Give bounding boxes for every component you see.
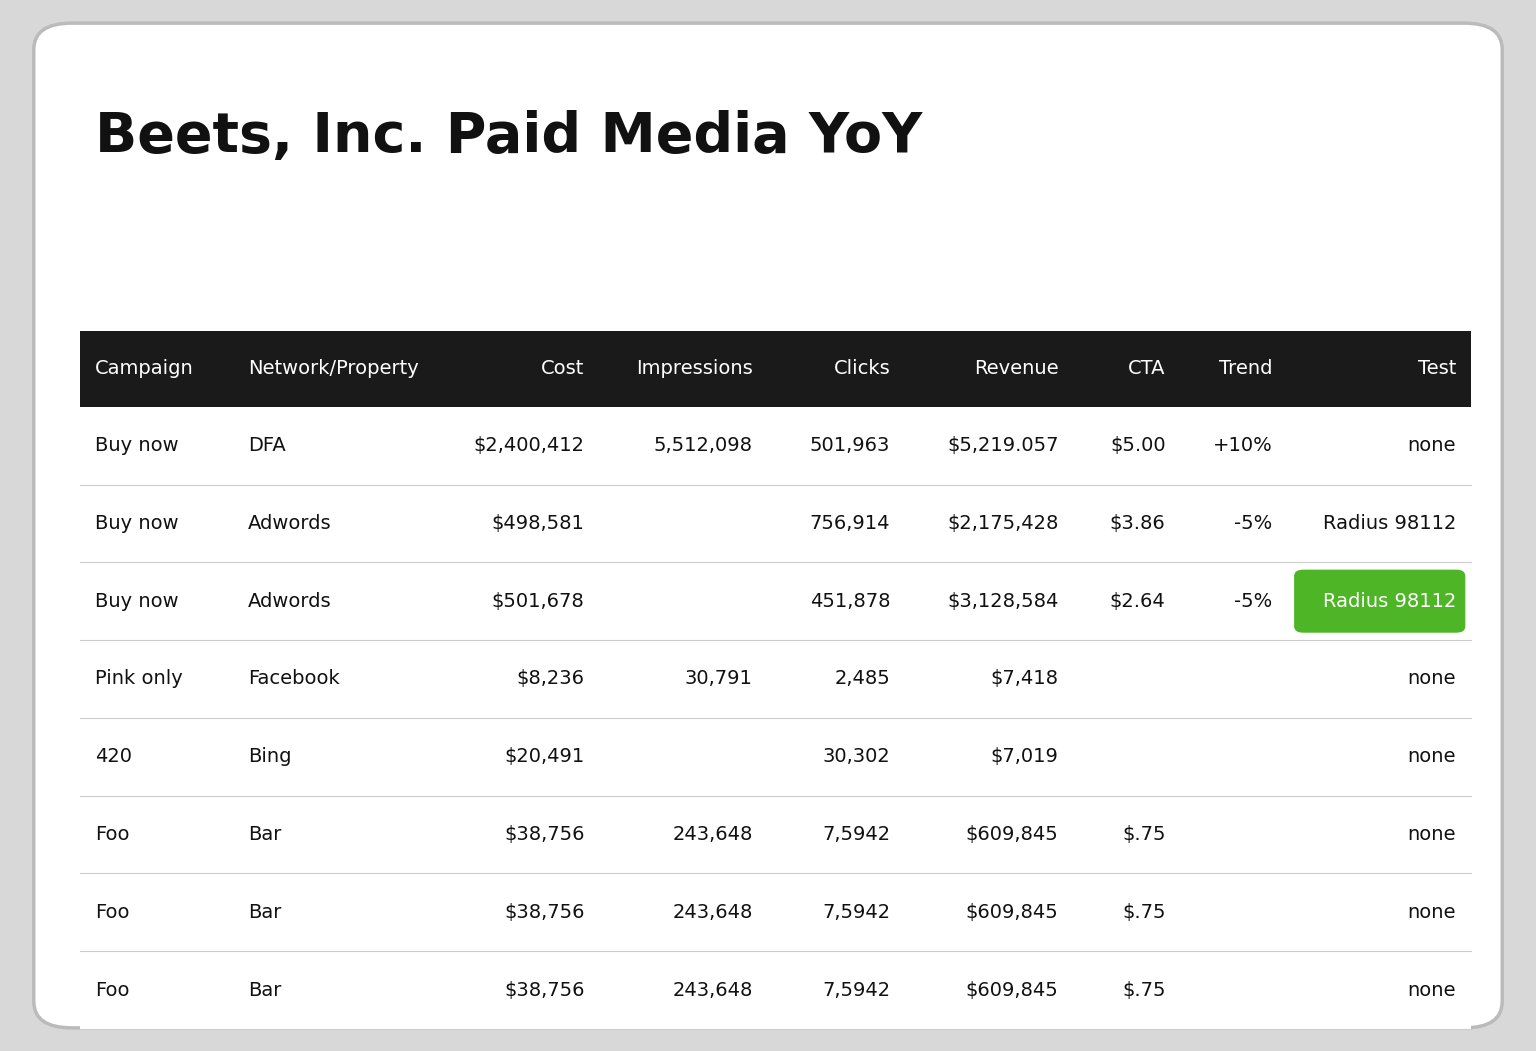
Text: 756,914: 756,914	[809, 514, 891, 533]
Text: none: none	[1407, 747, 1456, 766]
Text: $3.86: $3.86	[1111, 514, 1166, 533]
Text: none: none	[1407, 981, 1456, 1000]
Text: $609,845: $609,845	[966, 903, 1058, 922]
Text: Bar: Bar	[249, 825, 281, 844]
Text: Adwords: Adwords	[249, 514, 332, 533]
Text: Foo: Foo	[95, 903, 129, 922]
Text: $3,128,584: $3,128,584	[948, 592, 1058, 611]
Text: Buy now: Buy now	[95, 592, 178, 611]
Text: Bar: Bar	[249, 981, 281, 1000]
Text: Pink only: Pink only	[95, 669, 183, 688]
Text: Bar: Bar	[249, 903, 281, 922]
Text: Impressions: Impressions	[636, 359, 753, 378]
Text: Radius 98112: Radius 98112	[1322, 592, 1456, 611]
Text: $20,491: $20,491	[504, 747, 585, 766]
Text: -5%: -5%	[1235, 592, 1273, 611]
Text: $.75: $.75	[1123, 825, 1166, 844]
Text: Facebook: Facebook	[249, 669, 339, 688]
Text: Adwords: Adwords	[249, 592, 332, 611]
Text: 5,512,098: 5,512,098	[654, 436, 753, 455]
Text: $5.00: $5.00	[1111, 436, 1166, 455]
Text: Foo: Foo	[95, 825, 129, 844]
Text: Radius 98112: Radius 98112	[1322, 514, 1456, 533]
Text: $8,236: $8,236	[516, 669, 585, 688]
Text: $498,581: $498,581	[492, 514, 585, 533]
Text: $501,678: $501,678	[492, 592, 585, 611]
Text: $609,845: $609,845	[966, 825, 1058, 844]
Text: none: none	[1407, 436, 1456, 455]
Text: $2.64: $2.64	[1111, 592, 1166, 611]
Text: $.75: $.75	[1123, 981, 1166, 1000]
Text: 243,648: 243,648	[673, 981, 753, 1000]
Text: 243,648: 243,648	[673, 903, 753, 922]
Text: DFA: DFA	[249, 436, 286, 455]
Text: 7,5942: 7,5942	[822, 903, 891, 922]
Text: none: none	[1407, 669, 1456, 688]
Text: 2,485: 2,485	[834, 669, 891, 688]
Text: 420: 420	[95, 747, 132, 766]
Text: CTA: CTA	[1127, 359, 1166, 378]
Text: Test: Test	[1418, 359, 1456, 378]
Text: $7,019: $7,019	[991, 747, 1058, 766]
Text: Clicks: Clicks	[834, 359, 891, 378]
Text: Foo: Foo	[95, 981, 129, 1000]
Text: $38,756: $38,756	[504, 903, 585, 922]
Text: none: none	[1407, 825, 1456, 844]
Text: $609,845: $609,845	[966, 981, 1058, 1000]
Text: 7,5942: 7,5942	[822, 825, 891, 844]
Text: 243,648: 243,648	[673, 825, 753, 844]
Text: 30,791: 30,791	[685, 669, 753, 688]
Text: none: none	[1407, 903, 1456, 922]
Text: Beets, Inc. Paid Media YoY: Beets, Inc. Paid Media YoY	[95, 110, 923, 164]
Text: Revenue: Revenue	[974, 359, 1058, 378]
Text: 451,878: 451,878	[809, 592, 891, 611]
Text: Network/Property: Network/Property	[249, 359, 419, 378]
Text: $.75: $.75	[1123, 903, 1166, 922]
Text: Campaign: Campaign	[95, 359, 194, 378]
Text: Buy now: Buy now	[95, 514, 178, 533]
Text: $2,400,412: $2,400,412	[473, 436, 585, 455]
Text: 30,302: 30,302	[823, 747, 891, 766]
Text: Buy now: Buy now	[95, 436, 178, 455]
Text: Bing: Bing	[249, 747, 292, 766]
Text: +10%: +10%	[1213, 436, 1273, 455]
Text: $5,219.057: $5,219.057	[948, 436, 1058, 455]
Text: $38,756: $38,756	[504, 825, 585, 844]
Text: 501,963: 501,963	[809, 436, 891, 455]
Text: Cost: Cost	[541, 359, 585, 378]
Text: Trend: Trend	[1220, 359, 1273, 378]
Text: $7,418: $7,418	[991, 669, 1058, 688]
Text: -5%: -5%	[1235, 514, 1273, 533]
Text: $38,756: $38,756	[504, 981, 585, 1000]
Text: 7,5942: 7,5942	[822, 981, 891, 1000]
Text: $2,175,428: $2,175,428	[948, 514, 1058, 533]
